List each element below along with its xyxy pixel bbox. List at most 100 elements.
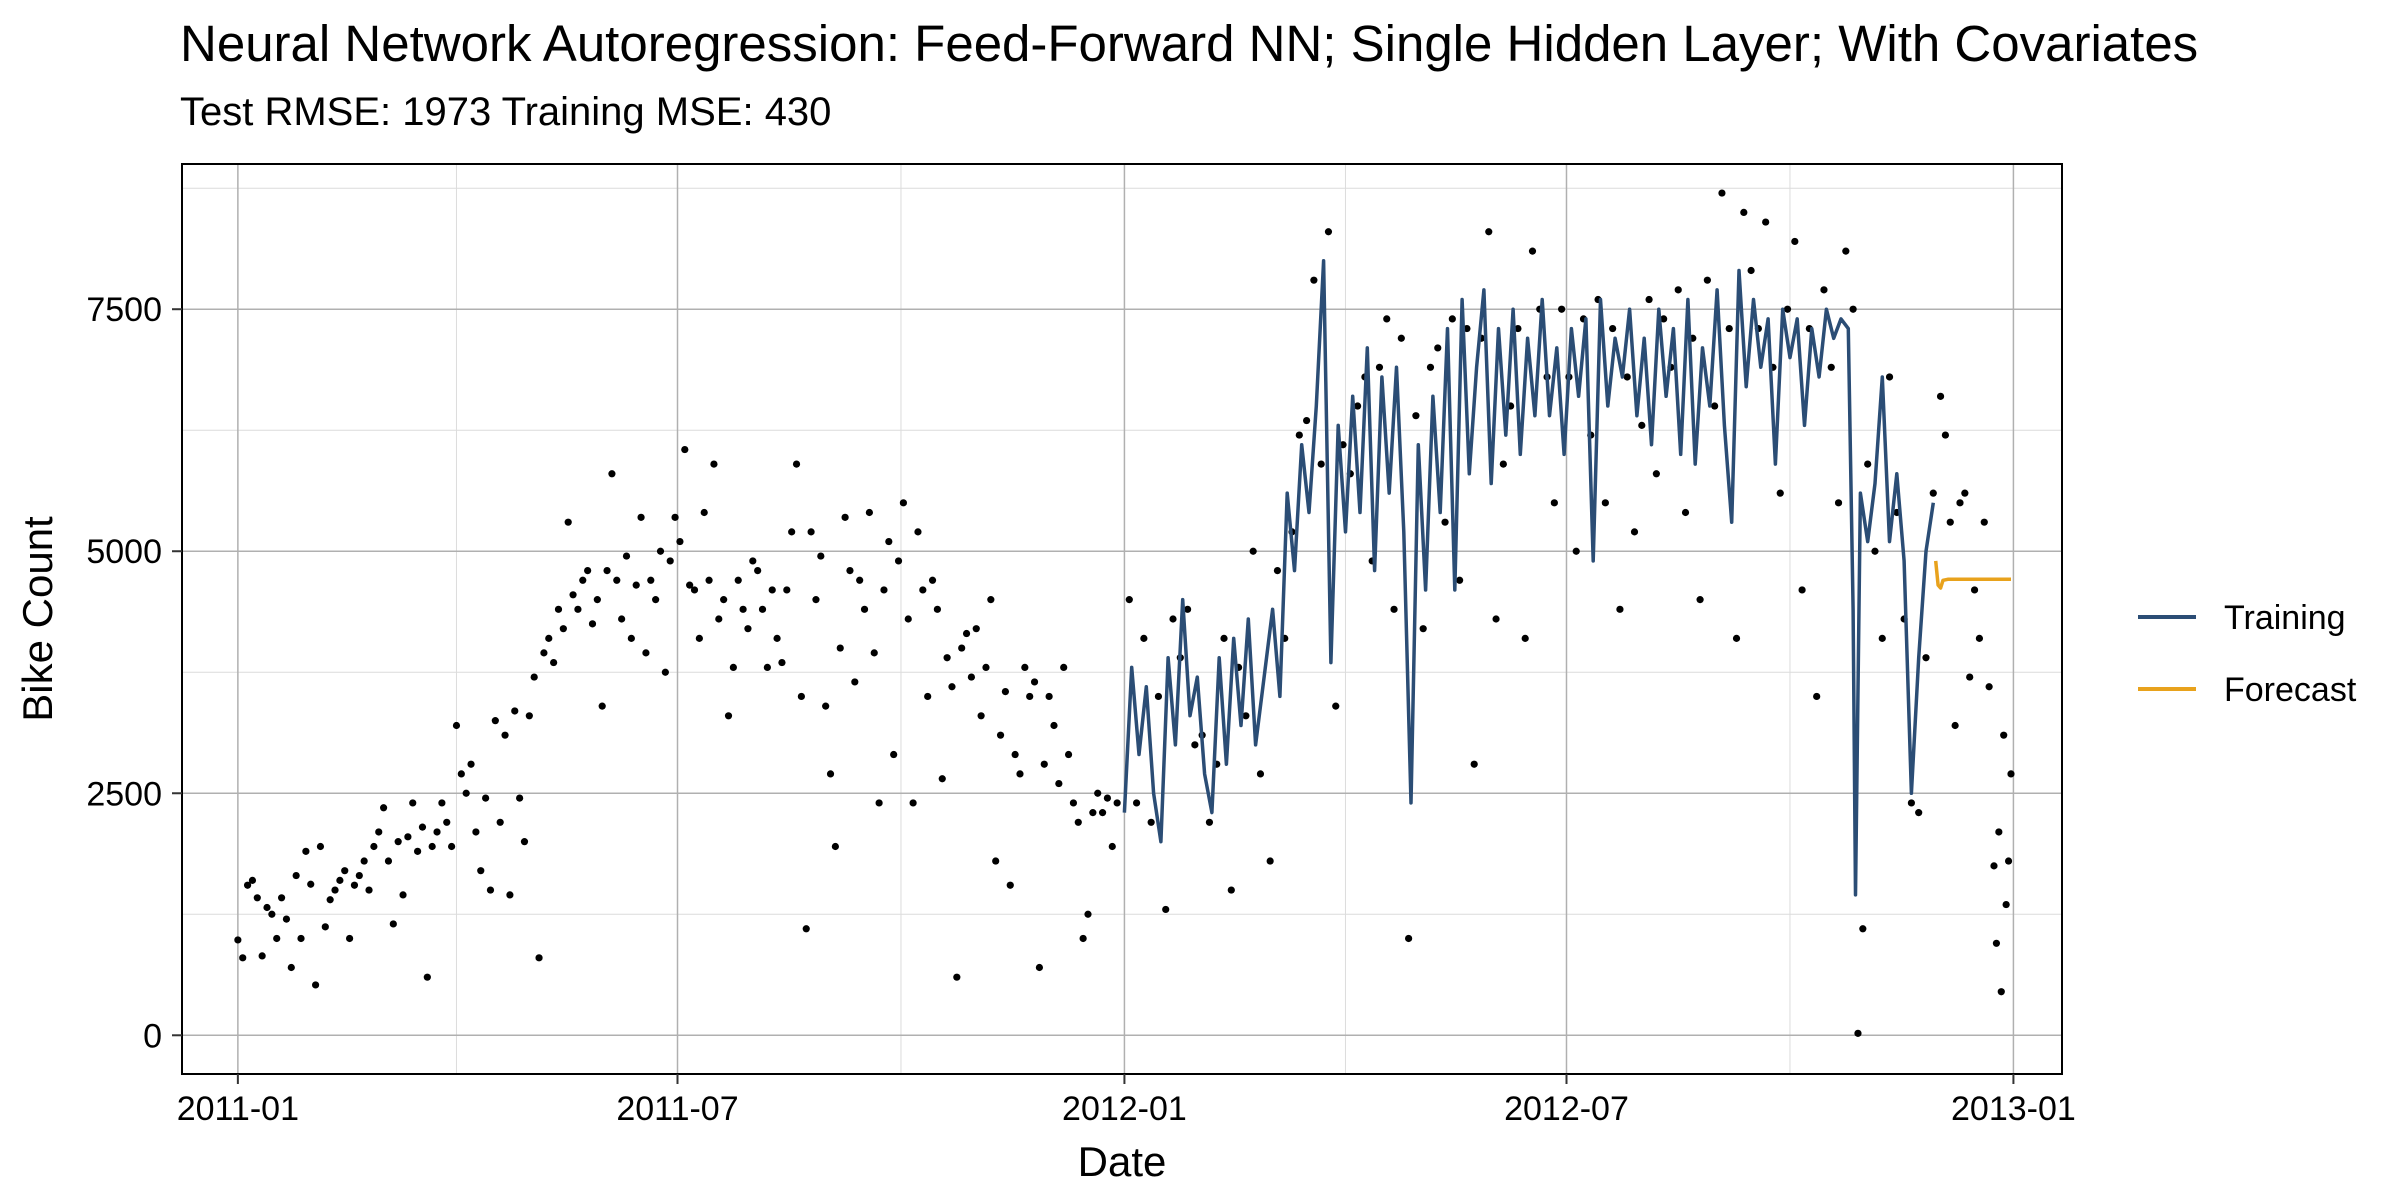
data-point (958, 644, 966, 652)
axis-layer: 2011-01 2011-07 2012-01 2012-07 2013-01 0 2500… (86, 291, 2075, 1128)
data-point (535, 954, 543, 962)
x-tick-label: 2011-01 (177, 1090, 299, 1128)
data-point (1492, 615, 1500, 623)
data-point (462, 789, 470, 797)
chart-title: Neural Network Autoregression: Feed-Forw… (180, 15, 2199, 72)
data-point (282, 915, 291, 923)
data-point (695, 634, 703, 642)
data-point (268, 910, 276, 918)
data-point (321, 923, 329, 931)
data-point (1242, 712, 1250, 720)
data-point (1776, 489, 1784, 497)
data-point (545, 634, 553, 642)
data-point (409, 799, 417, 807)
data-point (1317, 460, 1325, 468)
data-point (802, 925, 810, 933)
data-point (375, 828, 383, 836)
data-point (826, 770, 835, 778)
data-point (1084, 910, 1092, 918)
data-point (1842, 247, 1850, 255)
data-point (618, 615, 626, 623)
data-point (355, 871, 363, 880)
data-point (540, 649, 548, 657)
data-point (632, 581, 640, 589)
data-point (1572, 547, 1580, 555)
data-point (1098, 809, 1107, 817)
data-point (243, 881, 252, 889)
data-point (1055, 779, 1063, 788)
data-point (1975, 634, 1984, 642)
data-point (1050, 721, 1058, 730)
data-point (778, 658, 786, 667)
data-point (457, 770, 465, 778)
data-point (822, 702, 830, 710)
data-point (992, 857, 1000, 865)
data-point (1108, 842, 1116, 851)
data-point (1941, 431, 1950, 439)
data-point (1011, 750, 1019, 759)
data-point (851, 678, 859, 686)
data-point (1834, 499, 1843, 507)
data-point (894, 557, 903, 565)
data-point (953, 973, 961, 981)
data-point (258, 952, 266, 960)
data-point (846, 566, 854, 575)
x-tick-label: 2011-07 (616, 1090, 738, 1128)
data-point (914, 528, 922, 536)
data-point (486, 886, 495, 894)
data-point (380, 804, 388, 812)
data-point (1514, 324, 1522, 333)
series-line-training (1122, 259, 1936, 897)
data-point (613, 576, 621, 584)
x-tick-label: 2012-01 (1062, 1090, 1187, 1128)
data-point (579, 576, 587, 584)
data-point (831, 842, 839, 851)
data-point (661, 668, 669, 676)
data-point (1332, 702, 1340, 710)
data-point (1154, 692, 1163, 701)
data-point (1849, 305, 1857, 313)
data-point (598, 702, 606, 710)
data-point (2002, 900, 2010, 909)
data-point (1696, 596, 1704, 604)
data-point (588, 620, 597, 628)
data-point (768, 586, 776, 594)
data-point (1426, 363, 1435, 371)
series-line-forecast (1933, 560, 2011, 590)
data-point (1375, 363, 1384, 371)
data-point (783, 586, 791, 594)
data-point (904, 615, 912, 623)
data-point (477, 867, 485, 875)
data-point (428, 842, 436, 851)
data-point (1397, 334, 1405, 342)
data-point (433, 828, 441, 836)
data-point (1069, 799, 1078, 807)
data-point (2007, 770, 2015, 778)
data-point (1448, 315, 1456, 323)
data-point (962, 629, 971, 638)
data-point (341, 867, 349, 875)
data-point (773, 634, 781, 642)
data-point (1227, 886, 1235, 894)
data-point (593, 596, 601, 604)
data-point (938, 775, 946, 783)
data-point (647, 576, 655, 584)
data-point (418, 823, 427, 831)
data-point (1550, 499, 1558, 507)
data-point (763, 663, 771, 672)
data-point (671, 513, 679, 521)
data-point (754, 566, 762, 575)
y-tick-label: 7500 (86, 291, 162, 329)
data-point (394, 838, 402, 846)
data-point (720, 596, 728, 604)
data-point (234, 936, 242, 944)
data-point (875, 799, 883, 807)
data-point (1871, 547, 1879, 555)
data-point (1961, 489, 1969, 497)
data-point (292, 871, 300, 880)
data-point (860, 605, 869, 613)
data-point (1113, 799, 1121, 807)
data-point (1970, 586, 1979, 594)
data-point (530, 673, 538, 681)
data-point (1434, 344, 1442, 352)
